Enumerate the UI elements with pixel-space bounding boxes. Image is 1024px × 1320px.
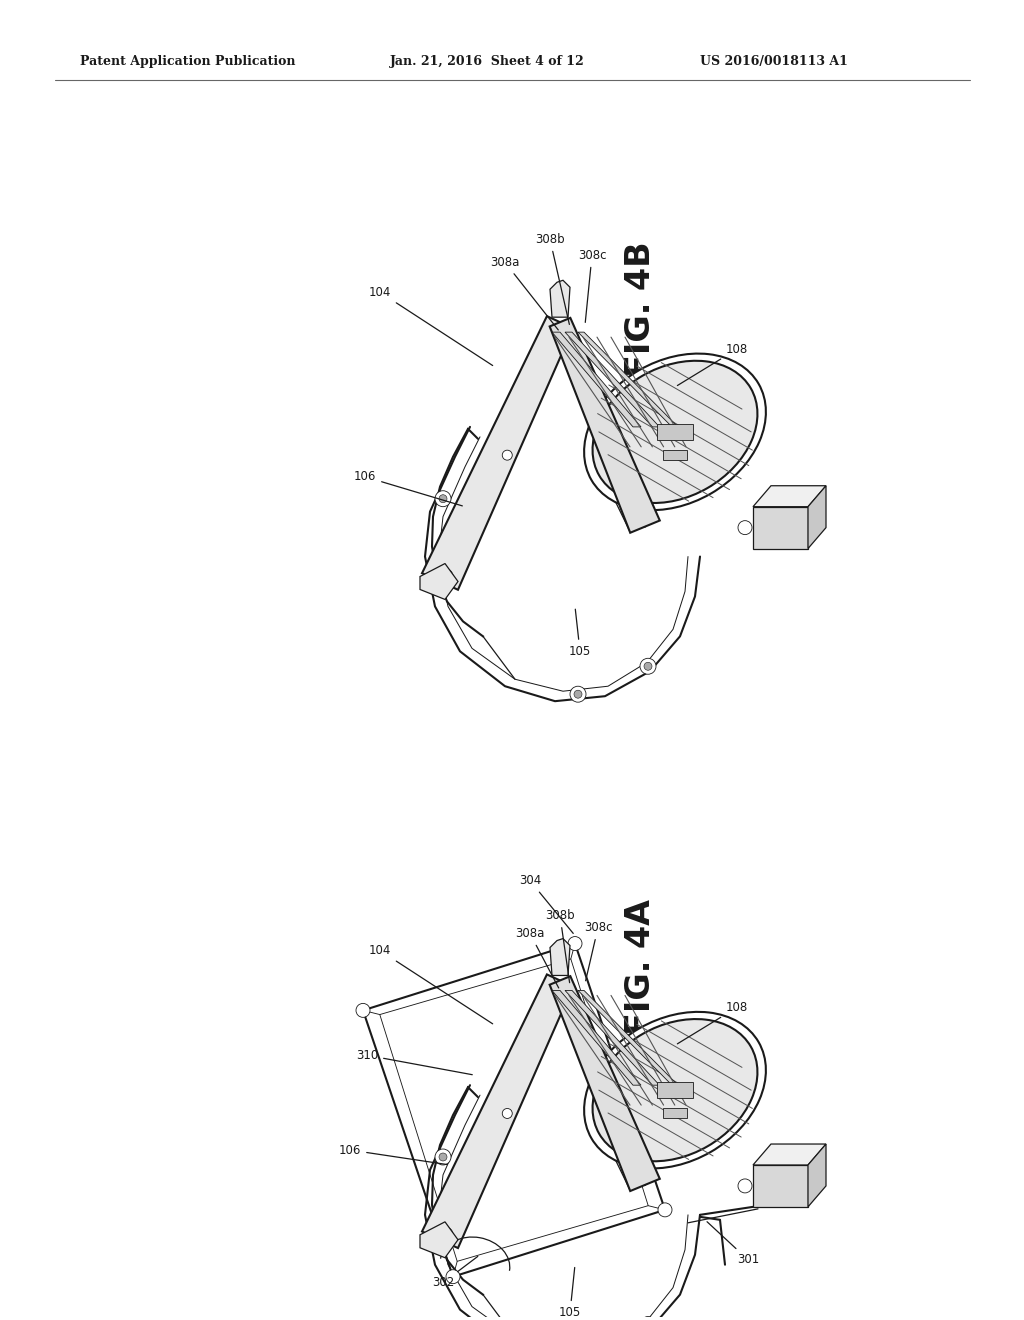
Polygon shape <box>422 974 573 1247</box>
Ellipse shape <box>584 1012 766 1168</box>
Text: 302: 302 <box>432 1257 478 1290</box>
Text: US 2016/0018113 A1: US 2016/0018113 A1 <box>700 55 848 69</box>
Polygon shape <box>565 333 659 426</box>
Polygon shape <box>550 939 570 975</box>
Circle shape <box>441 1230 449 1238</box>
Circle shape <box>640 1316 656 1320</box>
Circle shape <box>435 1148 451 1166</box>
Text: 104: 104 <box>369 944 493 1024</box>
Polygon shape <box>753 1166 808 1206</box>
Text: Patent Application Publication: Patent Application Publication <box>80 55 296 69</box>
Polygon shape <box>565 990 659 1085</box>
Circle shape <box>644 663 652 671</box>
Ellipse shape <box>593 1019 758 1162</box>
Polygon shape <box>552 990 641 1085</box>
Circle shape <box>439 495 447 503</box>
Polygon shape <box>808 1144 826 1206</box>
Polygon shape <box>420 564 458 599</box>
Text: FIG. 4B: FIG. 4B <box>624 242 656 378</box>
Text: 108: 108 <box>677 1001 749 1044</box>
Circle shape <box>502 450 512 461</box>
Circle shape <box>441 573 449 581</box>
Text: FIG. 4A: FIG. 4A <box>624 899 656 1035</box>
Polygon shape <box>753 1144 826 1166</box>
Ellipse shape <box>584 354 766 510</box>
Circle shape <box>446 1270 460 1283</box>
Circle shape <box>437 1226 453 1242</box>
Polygon shape <box>753 486 826 507</box>
Polygon shape <box>550 280 570 317</box>
Circle shape <box>658 1203 672 1217</box>
Text: 108: 108 <box>677 343 749 385</box>
Polygon shape <box>753 507 808 549</box>
Polygon shape <box>578 333 678 426</box>
Ellipse shape <box>593 360 758 503</box>
Text: 310: 310 <box>356 1049 472 1074</box>
Polygon shape <box>552 333 641 426</box>
Circle shape <box>435 491 451 507</box>
Text: 308c: 308c <box>584 921 612 981</box>
Text: 308a: 308a <box>490 256 558 330</box>
Polygon shape <box>422 317 573 590</box>
Polygon shape <box>663 1107 687 1118</box>
Circle shape <box>437 569 453 585</box>
Circle shape <box>738 1179 752 1193</box>
Text: 106: 106 <box>354 470 463 506</box>
Text: 308c: 308c <box>578 249 606 322</box>
Text: 308b: 308b <box>536 232 569 325</box>
Text: 304: 304 <box>519 874 573 933</box>
Circle shape <box>568 937 582 950</box>
Text: 105: 105 <box>559 1267 582 1319</box>
Circle shape <box>356 1003 370 1018</box>
Text: 106: 106 <box>339 1143 447 1164</box>
Circle shape <box>574 690 582 698</box>
Text: 105: 105 <box>569 610 591 657</box>
Text: Jan. 21, 2016  Sheet 4 of 12: Jan. 21, 2016 Sheet 4 of 12 <box>390 55 585 69</box>
Circle shape <box>570 686 586 702</box>
Circle shape <box>502 1109 512 1118</box>
Polygon shape <box>657 424 693 440</box>
Polygon shape <box>550 318 659 533</box>
Polygon shape <box>578 990 678 1085</box>
Polygon shape <box>808 486 826 549</box>
Polygon shape <box>420 1222 458 1258</box>
Text: 308a: 308a <box>515 927 559 987</box>
Polygon shape <box>657 1082 693 1098</box>
Text: 104: 104 <box>369 285 493 366</box>
Text: 308b: 308b <box>545 909 574 982</box>
Text: 301: 301 <box>707 1222 759 1266</box>
Circle shape <box>640 659 656 675</box>
Circle shape <box>738 520 752 535</box>
Polygon shape <box>663 450 687 459</box>
Circle shape <box>439 1152 447 1162</box>
Polygon shape <box>550 977 659 1191</box>
